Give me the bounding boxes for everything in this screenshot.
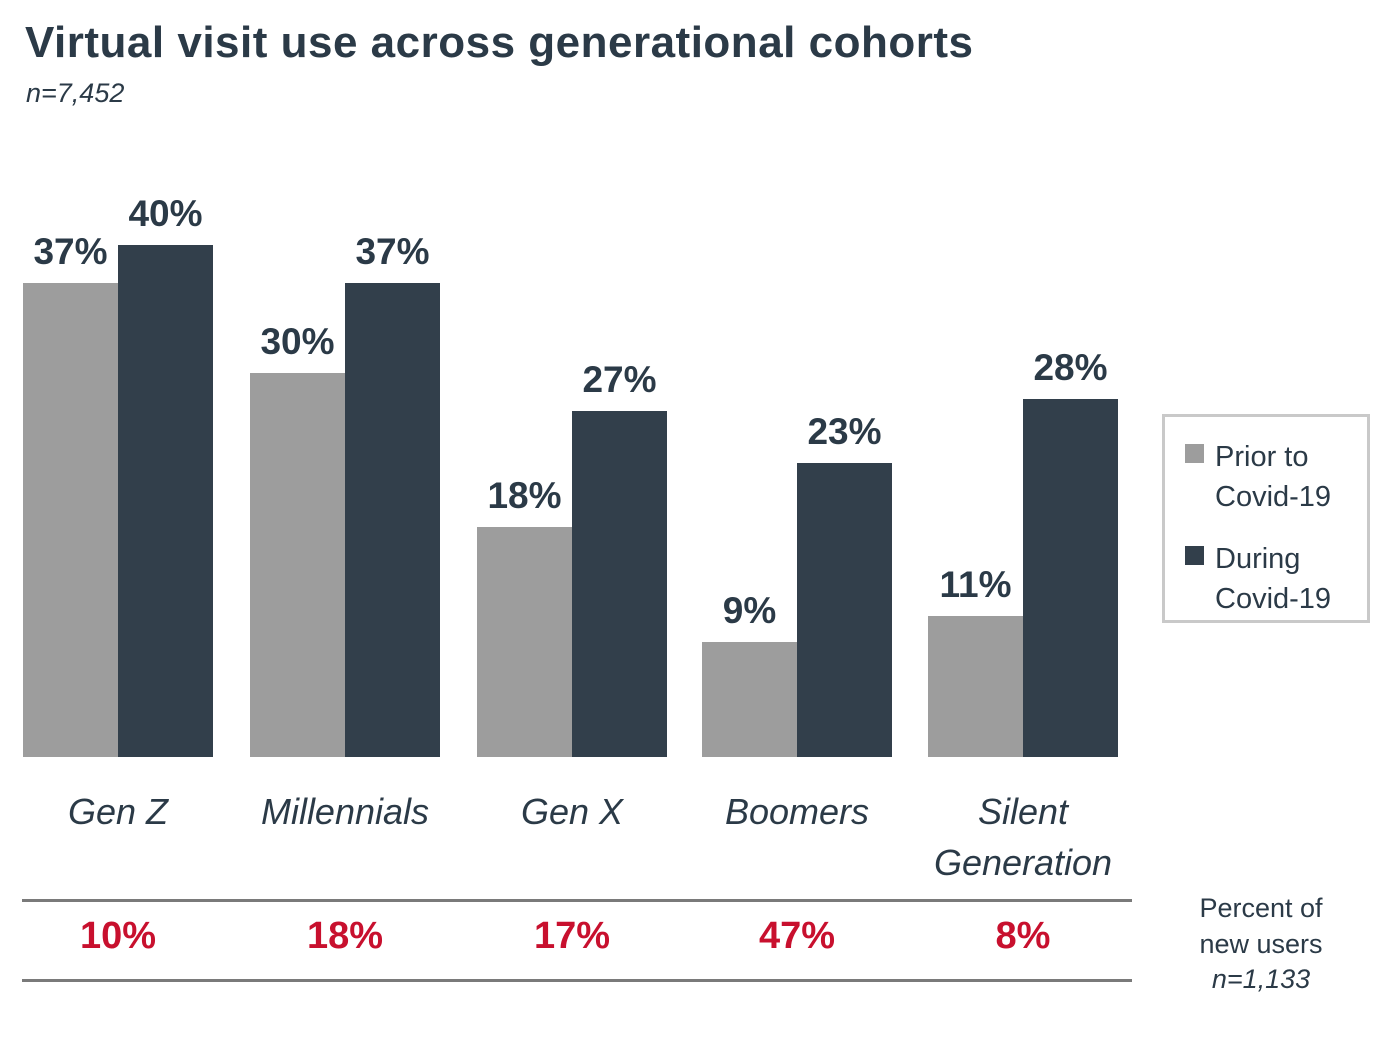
bar-prior-to-covid-19-gen-x: [477, 527, 572, 757]
category-label-silent-generation: Silent Generation: [933, 791, 1113, 884]
new-users-note-n: n=1,133: [1211, 964, 1311, 995]
bar-value-label-prior-to-covid-19-millennials: 30%: [260, 321, 335, 362]
chart-title: Virtual visit use across generational co…: [25, 18, 974, 67]
legend-label-prior: Prior to Covid-19: [1215, 441, 1332, 514]
legend-label-during: During Covid-19: [1215, 543, 1332, 616]
legend-item-prior: Prior to Covid-19: [1185, 437, 1367, 517]
legend-box: Prior to Covid-19 During Covid-19: [1162, 414, 1370, 623]
bar-value-label-prior-to-covid-19-gen-x: 18%: [487, 475, 562, 516]
prior-covid-swatch-icon: [1185, 444, 1204, 463]
bar-value-label-during-covid-19-gen-z: 40%: [128, 193, 203, 234]
bar-during-covid-19-boomers: [797, 463, 892, 757]
bar-during-covid-19-gen-z: [118, 245, 213, 757]
bar-during-covid-19-millennials: [345, 283, 440, 757]
bar-value-label-during-covid-19-millennials: 37%: [355, 231, 430, 272]
bar-prior-to-covid-19-boomers: [702, 642, 797, 757]
bar-plot-area: 37% 40% 30% 37% 18% 27% 9% 23% 11% 28%: [0, 160, 1140, 757]
category-label-gen-z: Gen Z: [67, 791, 169, 832]
bar-value-label-during-covid-19-gen-x: 27%: [582, 359, 657, 400]
bar-value-label-during-covid-19-silent-generation: 28%: [1033, 347, 1108, 388]
new-users-value-boomers: 47%: [758, 915, 836, 957]
new-users-note-line1: Percent of: [1199, 893, 1323, 923]
new-users-value-gen-z: 10%: [79, 915, 157, 957]
bar-value-label-prior-to-covid-19-gen-z: 37%: [33, 231, 108, 272]
sample-size-label: n=7,452: [26, 78, 125, 108]
new-users-note: Percent of new users n=1,133: [1185, 891, 1337, 998]
new-users-value-millennials: 18%: [306, 915, 384, 957]
new-users-note-line2: new users: [1199, 928, 1323, 959]
bar-prior-to-covid-19-gen-z: [23, 283, 118, 757]
category-label-millennials: Millennials: [260, 791, 430, 832]
bar-value-label-prior-to-covid-19-silent-generation: 11%: [939, 564, 1012, 605]
new-users-value-silent-generation: 8%: [995, 915, 1051, 957]
divider-line-bottom: [22, 979, 1132, 982]
bar-value-label-during-covid-19-boomers: 23%: [807, 411, 882, 452]
legend-item-during: During Covid-19: [1185, 539, 1367, 619]
bar-prior-to-covid-19-millennials: [250, 373, 345, 757]
bar-prior-to-covid-19-silent-generation: [928, 616, 1023, 757]
bar-value-label-prior-to-covid-19-boomers: 9%: [722, 590, 777, 631]
new-users-value-gen-x: 17%: [533, 915, 611, 957]
category-label-gen-x: Gen X: [520, 791, 624, 832]
divider-line-top: [22, 899, 1132, 902]
during-covid-swatch-icon: [1185, 546, 1204, 566]
bar-during-covid-19-silent-generation: [1023, 399, 1118, 757]
bar-during-covid-19-gen-x: [572, 411, 667, 757]
category-label-boomers: Boomers: [724, 791, 870, 832]
